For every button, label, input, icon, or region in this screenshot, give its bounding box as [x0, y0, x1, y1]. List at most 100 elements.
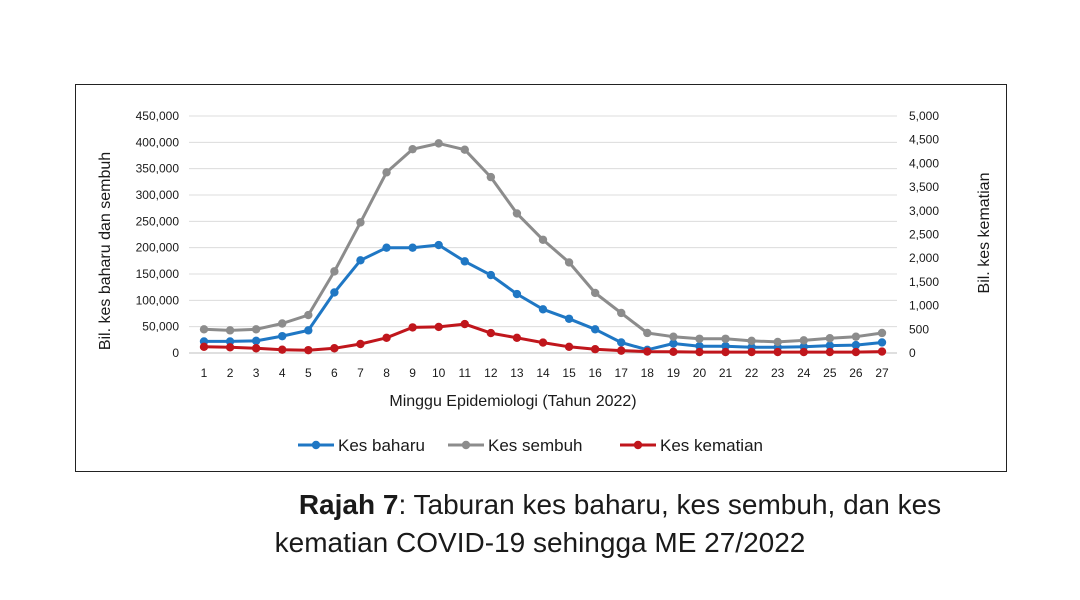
data-point-kes-sembuh	[773, 337, 782, 347]
data-point-kes-sembuh	[877, 328, 887, 338]
x-tick-label: 3	[253, 366, 260, 380]
x-tick-label: 14	[536, 366, 550, 380]
data-point-kes-kematian	[538, 338, 548, 347]
data-point-kes-kematian	[877, 347, 887, 356]
legend-swatch-marker	[461, 440, 471, 450]
data-point-kes-kematian	[773, 347, 782, 357]
y-left-tick-label: 100,000	[136, 293, 180, 307]
legend-swatch-marker	[311, 440, 321, 450]
data-point-kes-sembuh	[278, 319, 287, 328]
y-left-tick-labels: 0 50,000 100,000 150,000 200,000 250,000 300,0…	[136, 109, 180, 360]
data-point-kes-baharu	[538, 305, 548, 314]
data-point-kes-baharu	[877, 338, 887, 347]
y-right-tick-label: 2,500	[909, 228, 939, 242]
data-point-kes-baharu	[617, 338, 626, 347]
y-right-tick-label: 1,000	[909, 299, 939, 313]
y-right-tick-label: 1,500	[909, 275, 939, 289]
data-point-kes-kematian	[512, 333, 522, 343]
legend-item-kes-sembuh: Kes sembuh	[448, 436, 583, 455]
data-point-kes-sembuh	[356, 218, 365, 227]
x-tick-label: 16	[588, 366, 602, 380]
y-right-tick-label: 3,000	[909, 204, 939, 218]
y-left-tick-label: 200,000	[136, 241, 180, 255]
legend: Kes baharu Kes sembuh Kes kematian	[298, 436, 763, 455]
x-tick-label: 6	[331, 366, 338, 380]
data-point-kes-baharu	[669, 339, 678, 348]
line-chart: 0 50,000 100,000 150,000 200,000 250,000 300,0…	[97, 109, 993, 455]
data-point-kes-baharu	[851, 340, 861, 350]
x-tick-label: 12	[484, 366, 498, 380]
data-point-kes-kematian	[486, 328, 496, 338]
data-point-kes-sembuh	[538, 235, 548, 244]
x-tick-label: 26	[849, 366, 863, 380]
data-point-kes-baharu	[251, 336, 261, 346]
x-tick-label: 9	[409, 366, 416, 380]
x-tick-label: 15	[562, 366, 576, 380]
legend-label: Kes kematian	[660, 436, 763, 455]
data-point-kes-sembuh	[460, 145, 469, 154]
data-point-kes-baharu	[695, 341, 704, 351]
data-point-kes-sembuh	[486, 172, 496, 182]
data-point-kes-sembuh	[408, 144, 417, 154]
x-tick-label: 20	[693, 366, 707, 380]
gridlines	[189, 115, 897, 354]
chart-frame: 0 50,000 100,000 150,000 200,000 250,000 300,0…	[75, 84, 1007, 472]
y-left-tick-label: 250,000	[136, 214, 180, 228]
data-point-kes-baharu	[564, 314, 574, 323]
data-point-kes-kematian	[825, 347, 835, 357]
x-tick-label: 19	[667, 366, 681, 380]
x-tick-labels: 1 2 3 4 5 6 7 8 9 10 11 12 13 14 15 16 17 18 19 20 21 22 23 24 2…	[201, 366, 889, 380]
data-point-kes-baharu	[825, 341, 835, 350]
data-point-kes-sembuh	[382, 168, 391, 177]
data-point-kes-baharu	[590, 325, 600, 334]
data-point-kes-kematian	[721, 347, 730, 357]
x-tick-label: 2	[227, 366, 234, 380]
y-left-tick-label: 50,000	[142, 320, 179, 334]
caption-line-2: kematian COVID-19 sehingga ME 27/2022	[274, 527, 806, 558]
data-point-kes-kematian	[851, 347, 861, 357]
data-point-kes-sembuh	[225, 326, 235, 335]
y-left-tick-label: 450,000	[136, 109, 180, 123]
y-axis-right-title: Bil. kes kematian	[976, 173, 993, 294]
series-line-kes-baharu	[204, 243, 883, 352]
y-right-tick-label: 4,000	[909, 156, 939, 170]
data-point-kes-kematian	[669, 347, 678, 357]
caption-label: Rajah 7	[298, 489, 399, 520]
y-left-tick-label: 350,000	[136, 162, 180, 176]
data-point-kes-baharu	[486, 270, 496, 280]
data-point-kes-kematian	[643, 347, 652, 356]
y-left-tick-label: 400,000	[136, 135, 180, 149]
x-tick-label: 1	[201, 366, 208, 380]
figure-caption: Rajah 7: Taburan kes baharu, kes sembuh,…	[0, 486, 1080, 562]
data-point-kes-baharu	[460, 257, 469, 266]
x-tick-label: 18	[641, 366, 655, 380]
data-point-kes-sembuh	[434, 139, 443, 148]
x-tick-label: 23	[771, 366, 785, 380]
data-point-kes-baharu	[512, 289, 522, 299]
data-point-kes-sembuh	[199, 325, 209, 334]
data-point-kes-kematian	[747, 347, 756, 357]
data-point-kes-kematian	[617, 346, 626, 355]
data-point-kes-kematian	[330, 344, 339, 353]
data-point-kes-kematian	[225, 343, 235, 352]
y-right-tick-label: 0	[909, 346, 916, 360]
data-point-kes-kematian	[356, 339, 365, 349]
y-left-tick-label: 150,000	[136, 267, 180, 281]
data-point-kes-baharu	[278, 331, 287, 341]
data-point-kes-sembuh	[564, 258, 574, 267]
data-point-kes-sembuh	[799, 336, 808, 345]
data-point-kes-baharu	[330, 288, 339, 297]
data-point-kes-sembuh	[251, 325, 261, 334]
legend-label: Kes baharu	[338, 436, 425, 455]
legend-item-kes-baharu: Kes baharu	[298, 436, 425, 455]
x-axis-title: Minggu Epidemiologi (Tahun 2022)	[389, 393, 636, 410]
data-point-kes-sembuh	[330, 267, 339, 276]
x-tick-label: 4	[279, 366, 286, 380]
x-tick-label: 24	[797, 366, 811, 380]
data-point-kes-sembuh	[825, 334, 835, 343]
data-point-kes-baharu	[434, 240, 443, 250]
x-tick-label: 22	[745, 366, 759, 380]
series-lines	[199, 139, 887, 357]
x-tick-label: 13	[510, 366, 524, 380]
data-point-kes-baharu	[225, 337, 235, 346]
